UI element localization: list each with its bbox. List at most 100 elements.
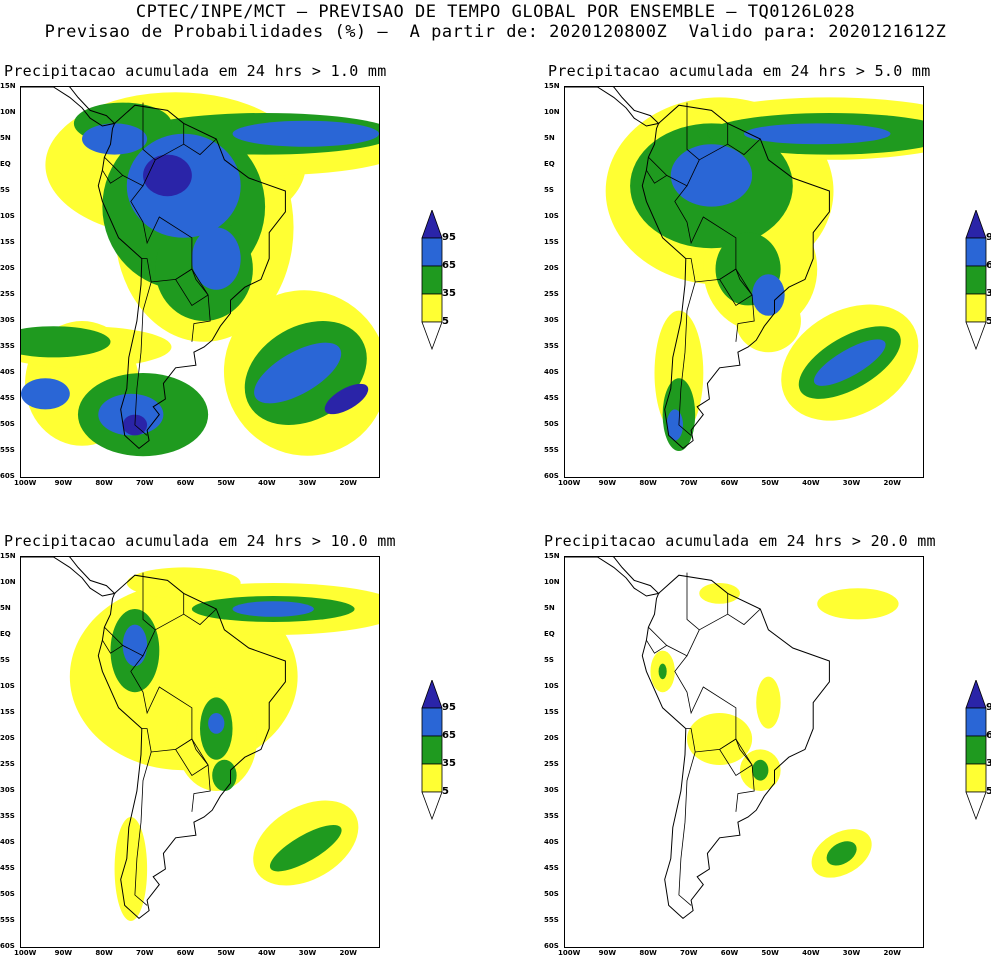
coastline — [641, 104, 830, 450]
country-border — [735, 294, 755, 342]
panel-title-5mm: Precipitacao acumulada em 24 hrs > 5.0 m… — [548, 62, 931, 80]
lon-tick-label: 50W — [761, 479, 779, 487]
lon-tick-label: 90W — [54, 949, 73, 957]
lat-tick-label: 50S — [0, 420, 15, 428]
lon-tick-label: 60W — [720, 479, 739, 487]
lon-tick-label: 90W — [598, 479, 617, 487]
lon-tick-label: 80W — [639, 949, 657, 957]
lat-tick-label: 60S — [544, 942, 559, 950]
lon-tick-label: 50W — [217, 949, 235, 957]
lon-tick-label: 50W — [761, 949, 779, 957]
lat-tick-label: 5S — [0, 656, 10, 664]
lon-tick-label: 100W — [558, 949, 581, 957]
lon-tick-label: 40W — [802, 949, 820, 957]
colorbar-label: 35 — [442, 288, 456, 299]
lon-tick-label: 20W — [883, 479, 901, 487]
lat-tick-label: 5N — [0, 604, 11, 612]
country-border — [183, 608, 217, 626]
lat-tick-label: 45S — [0, 864, 15, 872]
colorbar-label: 5 — [986, 786, 991, 797]
lat-tick-label: 10S — [0, 212, 15, 220]
country-border — [646, 169, 667, 184]
lat-tick-label: 25S — [0, 290, 15, 298]
country-border — [134, 281, 152, 436]
country-border — [727, 608, 761, 626]
country-border — [735, 738, 753, 766]
country-border — [191, 294, 211, 342]
lat-tick-label: 35S — [0, 812, 15, 820]
colorbar-svg — [965, 678, 987, 821]
probability-region-yellow — [817, 588, 899, 620]
colorbar-svg — [421, 678, 443, 821]
colorbar-label: 5 — [986, 316, 991, 327]
country-border — [646, 639, 667, 654]
lon-tick-label: 60W — [176, 479, 195, 487]
lat-tick-label: 15S — [0, 238, 15, 246]
colorbar-10mm — [420, 678, 444, 821]
lat-tick-label: 5S — [544, 656, 554, 664]
country-border — [183, 138, 217, 156]
lat-tick-label: 25S — [544, 760, 559, 768]
country-border — [155, 123, 185, 161]
colorbar-label: 65 — [986, 730, 991, 741]
lat-tick-label: EQ — [544, 630, 555, 638]
lon-tick-label: 80W — [95, 949, 113, 957]
lon-tick-label: 30W — [298, 949, 317, 957]
panel-title-20mm: Precipitacao acumulada em 24 hrs > 20.0 … — [544, 532, 936, 550]
panel-title-10mm: Precipitacao acumulada em 24 hrs > 10.0 … — [4, 532, 396, 550]
lat-tick-label: 60S — [0, 472, 15, 480]
probability-region-green — [658, 663, 667, 680]
country-border — [678, 281, 696, 436]
coastline — [565, 87, 660, 127]
lat-tick-label: 10S — [544, 212, 559, 220]
lat-tick-label: 15N — [544, 552, 560, 560]
lat-tick-label: 50S — [544, 420, 559, 428]
lat-tick-label: 45S — [544, 394, 559, 402]
lat-tick-label: 10N — [544, 578, 560, 586]
probability-region-blue — [82, 123, 148, 155]
lon-tick-label: 80W — [95, 479, 113, 487]
lat-tick-label: 25S — [0, 760, 15, 768]
lon-tick-label: 100W — [14, 479, 37, 487]
lat-tick-label: EQ — [544, 160, 555, 168]
probability-region-yellow — [114, 817, 148, 921]
probability-region-blue — [191, 227, 241, 290]
lat-tick-label: 5S — [0, 186, 10, 194]
coastline — [21, 557, 116, 597]
colorbar-label: 5 — [442, 786, 449, 797]
colorbar-label: 95 — [442, 702, 456, 713]
lon-tick-label: 60W — [720, 949, 739, 957]
probability-region-green — [269, 824, 342, 872]
map-svg — [565, 87, 923, 451]
map-panel-5mm — [564, 86, 924, 478]
lat-tick-label: 40S — [0, 838, 15, 846]
country-border — [191, 268, 209, 296]
colorbar-5mm — [964, 208, 988, 351]
lat-tick-label: 20S — [0, 264, 15, 272]
lat-tick-label: 35S — [544, 342, 559, 350]
lat-tick-label: 30S — [0, 316, 15, 324]
panel-title-1mm: Precipitacao acumulada em 24 hrs > 1.0 m… — [4, 62, 387, 80]
probability-region-blue — [666, 409, 683, 441]
lat-tick-label: 15S — [544, 238, 559, 246]
country-border — [191, 764, 211, 812]
country-border — [678, 751, 696, 906]
country-border — [104, 572, 156, 657]
map-panel-1mm — [20, 86, 380, 478]
colorbar-label: 5 — [442, 316, 449, 327]
probability-region-green — [826, 841, 857, 866]
probability-region-darkblue — [324, 383, 369, 415]
lon-tick-label: 100W — [558, 479, 581, 487]
country-border — [674, 185, 737, 283]
colorbar-svg — [421, 208, 443, 351]
lat-tick-label: 40S — [544, 838, 559, 846]
coastline — [97, 104, 286, 450]
lat-tick-label: 60S — [544, 472, 559, 480]
coastline — [641, 574, 830, 920]
lat-tick-label: 5N — [0, 134, 11, 142]
country-border — [102, 639, 123, 654]
probability-region-yellow — [687, 713, 753, 765]
colorbar-label: 95 — [986, 232, 991, 243]
lon-tick-label: 40W — [258, 949, 276, 957]
lat-tick-label: 15S — [0, 708, 15, 716]
